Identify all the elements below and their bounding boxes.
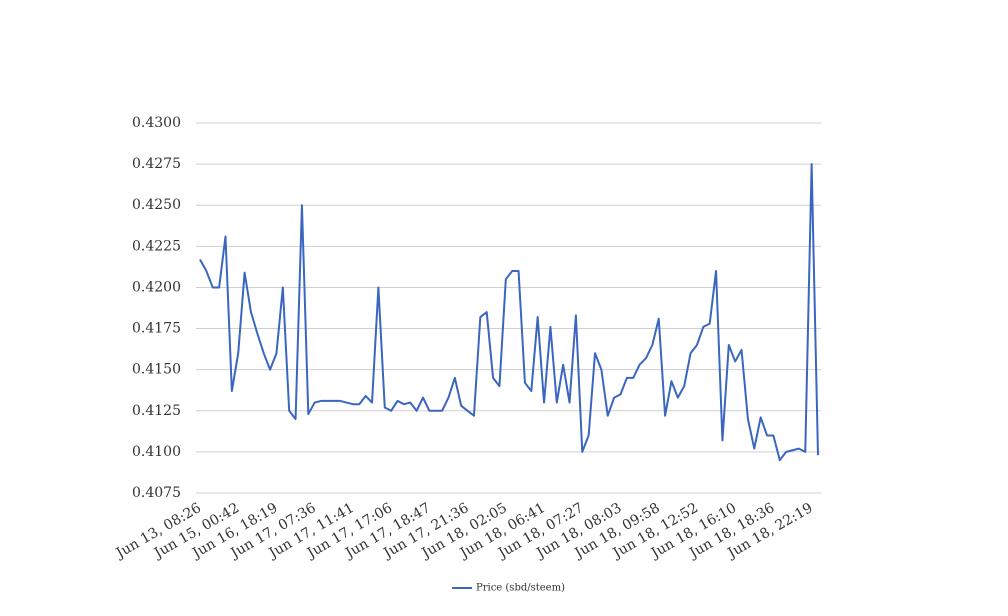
legend-label: Price (sbd/steem)	[476, 583, 565, 594]
y-tick-label: 0.4125	[132, 403, 181, 419]
y-tick-label: 0.4200	[132, 279, 181, 295]
y-tick-label: 0.4100	[132, 444, 181, 460]
y-tick-label: 0.4150	[132, 362, 181, 378]
y-tick-label: 0.4175	[132, 321, 181, 337]
y-tick-label: 0.4250	[132, 197, 181, 213]
y-tick-label: 0.4225	[132, 238, 181, 254]
y-tick-label: 0.4275	[132, 156, 181, 172]
line-series	[199, 163, 819, 462]
y-tick-label: 0.4075	[132, 485, 181, 501]
y-tick-label: 0.4300	[132, 115, 181, 131]
